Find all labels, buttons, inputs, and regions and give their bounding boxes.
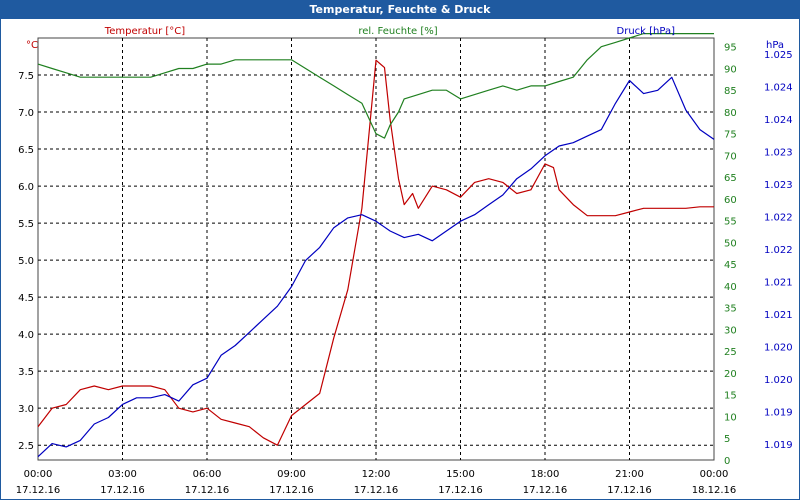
humidity-tick: 55 (724, 217, 737, 228)
humidity-legend-label: rel. Feuchte [%] (358, 26, 437, 37)
pressure-tick: 1.020 (764, 342, 793, 353)
x-tick-time: 03:00 (108, 469, 137, 480)
pressure-tick: 1.024 (764, 83, 793, 94)
pressure-tick: 1.024 (764, 115, 793, 126)
humidity-tick: 10 (724, 412, 737, 423)
pressure-tick: 1.022 (764, 213, 793, 224)
pressure-unit: hPa (766, 40, 784, 51)
humidity-tick: 90 (724, 64, 737, 75)
humidity-tick: 60 (724, 195, 737, 206)
pressure-tick: 1.019 (764, 407, 793, 418)
humidity-tick: 25 (724, 347, 737, 358)
humidity-tick: 75 (724, 130, 737, 141)
pressure-tick: 1.021 (764, 277, 793, 288)
humidity-tick: 35 (724, 304, 737, 315)
pressure-tick: 1.025 (764, 50, 793, 61)
x-tick-date: 17.12.16 (185, 485, 230, 496)
pressure-tick: 1.023 (764, 180, 793, 191)
humidity-tick: 40 (724, 282, 737, 293)
humidity-tick: 15 (724, 391, 737, 402)
temperature-series-line (37, 59, 714, 446)
pressure-tick: 1.021 (764, 310, 793, 321)
x-tick-time: 00:00 (24, 469, 53, 480)
x-tick-date: 17.12.16 (438, 485, 483, 496)
temperature-tick: 5.5 (18, 219, 34, 230)
humidity-tick: 65 (724, 173, 737, 184)
temperature-unit: °C (26, 40, 38, 51)
temperature-tick: 4.5 (18, 293, 34, 304)
humidity-tick: 70 (724, 151, 737, 162)
humidity-tick: 85 (724, 86, 737, 97)
humidity-tick: 0 (724, 456, 730, 467)
x-tick-time: 18:00 (531, 469, 560, 480)
x-tick-time: 00:00 (700, 469, 729, 480)
window-title: Temperatur, Feuchte & Druck (1, 1, 799, 19)
temperature-tick: 5.0 (18, 256, 34, 267)
pressure-legend-label: Druck [hPa] (617, 26, 676, 37)
temperature-tick: 6.0 (18, 182, 34, 193)
x-tick-date: 17.12.16 (100, 485, 145, 496)
x-tick-time: 15:00 (446, 469, 475, 480)
humidity-tick: 20 (724, 369, 737, 380)
x-tick-date: 17.12.16 (607, 485, 652, 496)
x-tick-date: 17.12.16 (523, 485, 568, 496)
humidity-tick: 95 (724, 43, 737, 54)
series-group (37, 32, 715, 458)
x-tick-date: 17.12.16 (269, 485, 314, 496)
humidity-tick: 45 (724, 260, 737, 271)
temperature-tick: 7.5 (18, 71, 34, 82)
temperature-tick: 7.0 (18, 108, 34, 119)
temperature-tick: 6.5 (18, 145, 34, 156)
axis-labels: 00:00 17.12.16 03:00 17.12.16 06:00 17.12.16 0… (16, 40, 793, 496)
x-tick-date: 17.12.16 (16, 485, 61, 496)
humidity-tick: 30 (724, 325, 737, 336)
x-tick-time: 09:00 (277, 469, 306, 480)
x-tick-time: 06:00 (193, 469, 222, 480)
pressure-tick: 1.019 (764, 440, 793, 451)
legend: Temperatur [°C] rel. Feuchte [%] Druck [hP… (104, 26, 675, 37)
humidity-tick: 50 (724, 238, 737, 249)
temperature-tick: 4.0 (18, 330, 34, 341)
pressure-tick: 1.023 (764, 148, 793, 159)
x-tick-time: 12:00 (362, 469, 391, 480)
temperature-legend-label: Temperatur [°C] (104, 26, 185, 37)
temperature-tick: 3.5 (18, 367, 34, 378)
humidity-tick: 80 (724, 108, 737, 119)
gridlines (38, 38, 714, 460)
pressure-tick: 1.020 (764, 375, 793, 386)
x-tick-date: 17.12.16 (354, 485, 399, 496)
temperature-tick: 2.5 (18, 441, 34, 452)
pressure-tick: 1.022 (764, 245, 793, 256)
x-tick-time: 21:00 (615, 469, 644, 480)
x-tick-date: 18.12.16 (692, 485, 737, 496)
temperature-tick: 3.0 (18, 404, 34, 415)
humidity-tick: 5 (724, 434, 730, 445)
humidity-series-line (37, 32, 714, 139)
pressure-series-line (37, 76, 715, 458)
